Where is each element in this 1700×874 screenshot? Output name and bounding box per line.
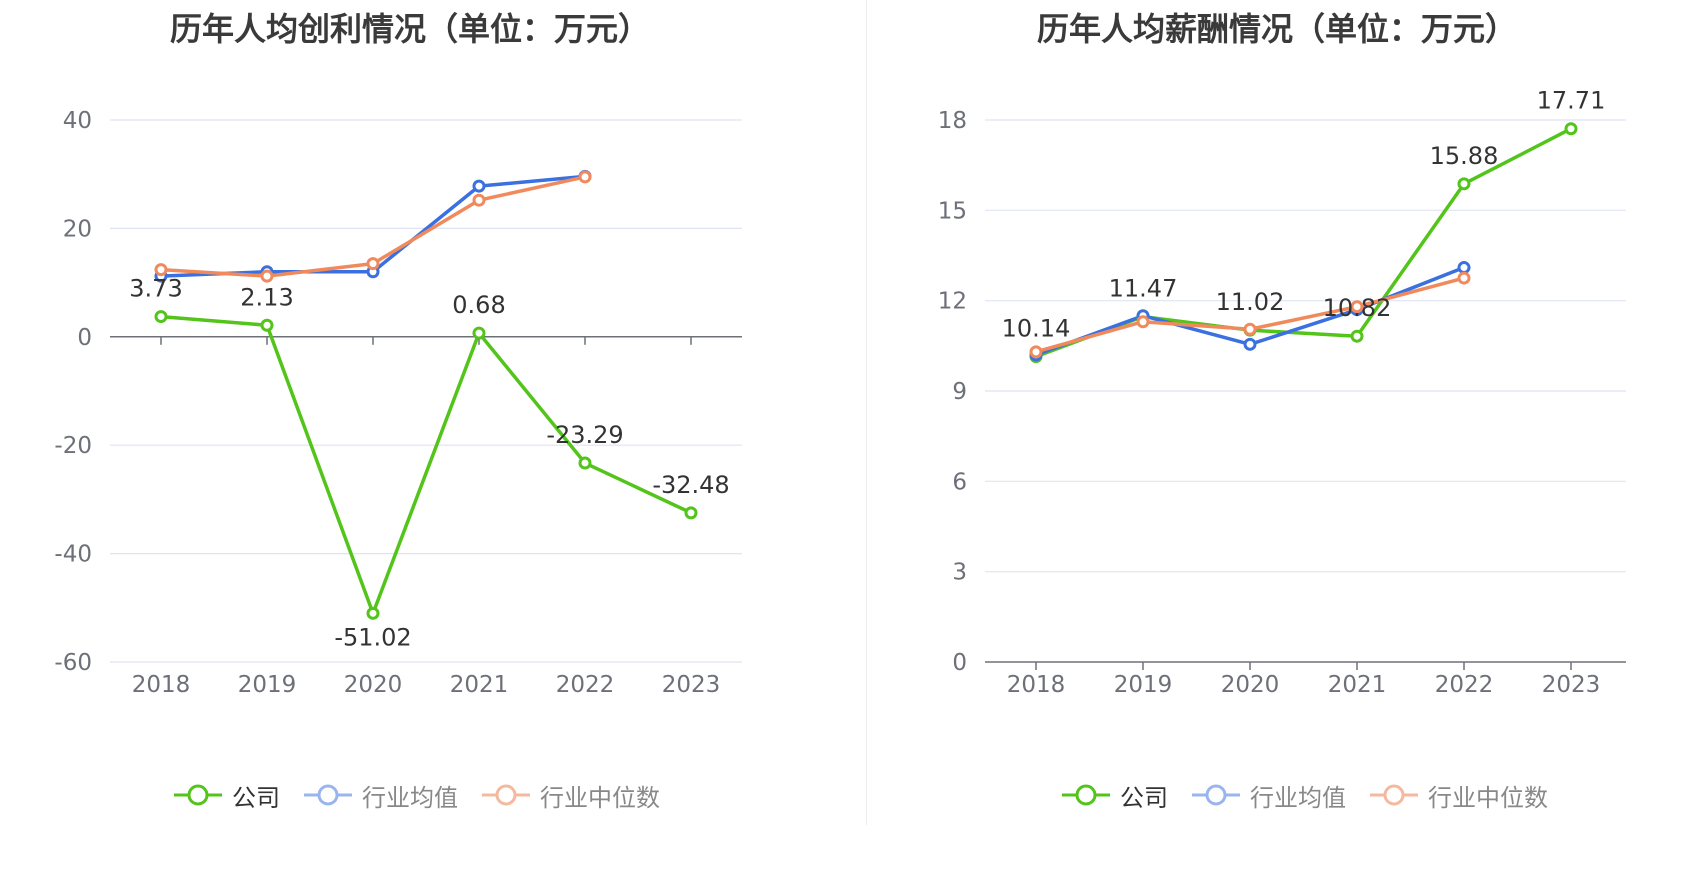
chart-1-title: 历年人均创利情况（单位：万元） xyxy=(169,10,650,48)
legend-industry-mean-label: 行业均值 xyxy=(1250,783,1346,812)
legend-industry-median-icon xyxy=(1370,784,1418,806)
chart-1-point-industry-mean xyxy=(472,179,486,193)
chart-2-xtick-label: 2023 xyxy=(1542,672,1601,698)
chart-2-xtick-label: 2020 xyxy=(1221,672,1280,698)
chart-1-point-industry-median xyxy=(260,269,274,283)
chart-2-point-industry-median xyxy=(1243,322,1257,336)
legend-item-industry-median[interactable]: 行业中位数 xyxy=(1368,778,1548,813)
chart-1-data-label: 2.13 xyxy=(240,283,293,311)
chart-1-point-company xyxy=(260,318,274,332)
chart-1-point-industry-median xyxy=(578,170,592,184)
chart-2-ytick-label: 3 xyxy=(952,560,967,586)
chart-2-legend: 公司 行业均值 行业中位数 xyxy=(1060,775,1570,815)
chart-2-ytick-label: 18 xyxy=(938,108,967,134)
chart-1-point-company xyxy=(154,310,168,324)
legend-item-company[interactable]: 公司 xyxy=(1060,778,1168,813)
legend-industry-mean-label: 行业均值 xyxy=(362,783,458,812)
legend-item-company[interactable]: 公司 xyxy=(172,778,280,813)
chart-2-data-label: 10.82 xyxy=(1323,294,1392,322)
chart-1-point-company xyxy=(472,326,486,340)
legend-industry-median-icon xyxy=(482,784,530,806)
chart-2-data-label: 10.14 xyxy=(1002,315,1071,343)
chart-2-xtick-label: 2021 xyxy=(1328,672,1387,698)
chart-2-point-industry-mean xyxy=(1457,261,1471,275)
chart-2-point-industry-median xyxy=(1029,345,1043,359)
chart-2-ytick-label: 15 xyxy=(938,198,967,224)
chart-1-legend: 公司 行业均值 行业中位数 xyxy=(172,775,682,815)
chart-1-data-label: 0.68 xyxy=(452,291,505,319)
chart-1-point-company xyxy=(578,456,592,470)
chart-1-ytick-label: -40 xyxy=(54,542,92,568)
chart-2-point-industry-median xyxy=(1136,315,1150,329)
chart-1-xtick-label: 2023 xyxy=(662,672,721,698)
chart-1-ytick-label: -20 xyxy=(54,433,92,459)
chart-1-point-industry-median xyxy=(154,263,168,277)
legend-company-label: 公司 xyxy=(232,783,280,812)
legend-industry-mean-icon xyxy=(304,784,352,806)
chart-1-xtick-label: 2020 xyxy=(344,672,403,698)
legend-item-industry-median[interactable]: 行业中位数 xyxy=(480,778,660,813)
chart-2-title: 历年人均薪酬情况（单位：万元） xyxy=(1036,10,1517,48)
chart-2-point-industry-mean xyxy=(1243,337,1257,351)
chart-2-ytick-label: 6 xyxy=(952,469,967,495)
chart-1-data-label: -23.29 xyxy=(546,421,623,449)
chart-1-point-company xyxy=(366,606,380,620)
chart-1-data-label: -32.48 xyxy=(652,471,729,499)
chart-2-data-label: 17.71 xyxy=(1537,87,1606,115)
chart-2-point-company xyxy=(1350,329,1364,343)
legend-item-industry-mean[interactable]: 行业均值 xyxy=(302,778,458,813)
chart-1-xtick-label: 2021 xyxy=(450,672,509,698)
chart-2-ytick-label: 12 xyxy=(938,289,967,315)
legend-item-industry-mean[interactable]: 行业均值 xyxy=(1190,778,1346,813)
chart-1-ytick-label: 20 xyxy=(63,216,92,242)
chart-1-ytick-label: 40 xyxy=(63,108,92,134)
chart-1-data-label: 3.73 xyxy=(129,275,182,303)
legend-industry-median-label: 行业中位数 xyxy=(540,783,660,812)
legend-industry-mean-icon xyxy=(1192,784,1240,806)
legend-industry-median-label: 行业中位数 xyxy=(1428,783,1548,812)
chart-1-data-label: -51.02 xyxy=(334,623,411,651)
chart-1-point-industry-median xyxy=(472,193,486,207)
chart-2-point-industry-median xyxy=(1350,300,1364,314)
chart-1-xtick-label: 2019 xyxy=(238,672,297,698)
chart-2-data-label: 11.47 xyxy=(1109,275,1178,303)
chart-2-point-company xyxy=(1564,122,1578,136)
chart-1-series-line-company xyxy=(160,314,692,616)
chart-2-data-label: 15.88 xyxy=(1430,142,1499,170)
chart-1-xtick-label: 2018 xyxy=(132,672,191,698)
chart-2-data-label: 11.02 xyxy=(1216,288,1285,316)
chart-1-point-industry-median xyxy=(366,257,380,271)
panel-divider xyxy=(866,0,867,825)
chart-1-point-company xyxy=(684,506,698,520)
chart-2-ytick-label: 9 xyxy=(952,379,967,405)
chart-2-ytick-label: 0 xyxy=(952,650,967,676)
legend-company-icon xyxy=(1062,784,1110,806)
chart-2-point-industry-median xyxy=(1457,271,1471,285)
chart-2-point-company xyxy=(1457,177,1471,191)
legend-company-icon xyxy=(174,784,222,806)
chart-1-xtick-label: 2022 xyxy=(556,672,615,698)
chart-1-ytick-label: 0 xyxy=(77,325,92,351)
legend-company-label: 公司 xyxy=(1120,783,1168,812)
chart-1-ytick-label: -60 xyxy=(54,650,92,676)
chart-2-xtick-label: 2019 xyxy=(1114,672,1173,698)
chart-2-xtick-label: 2018 xyxy=(1007,672,1066,698)
chart-2-xtick-label: 2022 xyxy=(1435,672,1494,698)
